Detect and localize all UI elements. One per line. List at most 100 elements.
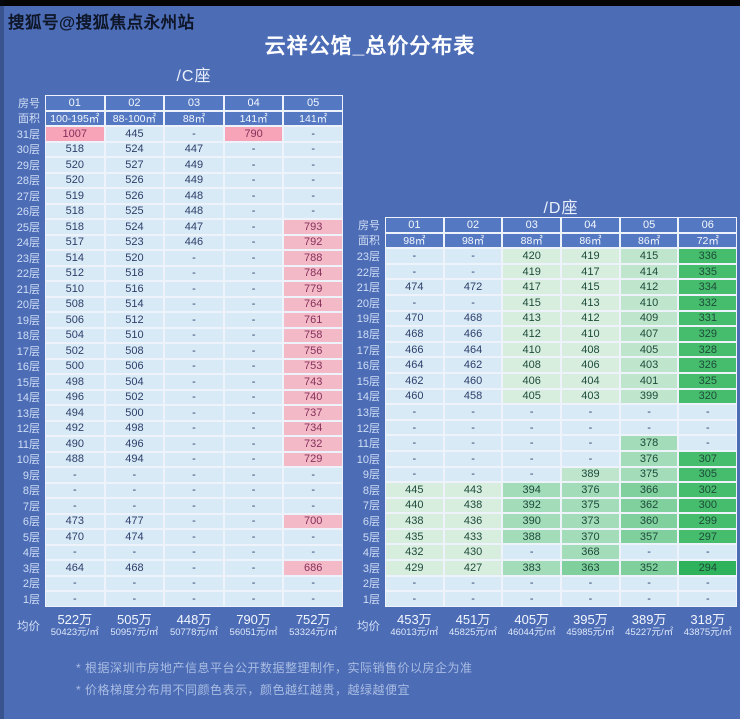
price-cell: - [283, 591, 343, 607]
floor-label: 14层 [356, 391, 380, 404]
price-cell: - [164, 420, 224, 436]
price-cell: - [502, 466, 562, 483]
price-cell: - [561, 419, 620, 436]
footnote-line: * 价格梯度分布用不同颜色表示，颜色越红越贵，越绿越便宜 [76, 682, 411, 697]
floor-label: 2层 [22, 578, 40, 591]
floor-label: 29层 [16, 159, 40, 172]
footnotes: * 根据深圳市房地产信息平台公开数据整理制作，实际销售价以房企为准 * 价格梯度… [76, 658, 473, 701]
price-cell: 512 [45, 265, 105, 281]
price-cell: 394 [502, 482, 562, 498]
price-cell: - [223, 265, 284, 281]
price-cell: - [223, 560, 284, 576]
price-cell: 448 [164, 188, 224, 204]
price-cell: 700 [283, 513, 343, 529]
area-header-cell: 88㎡ [502, 232, 562, 249]
price-cell: - [502, 404, 562, 420]
price-cell: - [104, 482, 165, 498]
area-header-cell: 141㎡ [283, 110, 343, 126]
column-header-cell: 02 [104, 95, 165, 111]
price-cell: 408 [561, 341, 620, 358]
area-header-cell: 86㎡ [619, 232, 679, 249]
area-header-cell: 100-195㎡ [45, 110, 105, 126]
room-number-label: 房号 [358, 219, 380, 232]
price-cell: - [164, 591, 224, 607]
price-cell: 412 [502, 326, 562, 342]
price-cell: 514 [104, 296, 165, 312]
price-cell: - [223, 482, 284, 498]
floor-label: 12层 [16, 423, 40, 436]
floor-label: 10层 [16, 454, 40, 467]
floor-label: 9层 [22, 469, 40, 482]
price-cell: 460 [385, 388, 444, 405]
price-cell: - [164, 281, 224, 297]
price-cell: 477 [104, 513, 165, 529]
price-cell: - [678, 435, 738, 451]
price-cell: - [164, 343, 224, 359]
price-cell: - [619, 404, 679, 420]
price-cell: - [678, 544, 738, 561]
price-cell: 378 [619, 435, 679, 451]
floor-label: 1层 [22, 593, 40, 606]
price-cell: 389 [561, 466, 620, 483]
price-cell: - [283, 529, 343, 545]
price-cell: 488 [45, 451, 105, 467]
price-cell: 388 [502, 528, 562, 545]
price-cell: - [561, 435, 620, 451]
average-price-cell: 752万 53324元/㎡ [283, 612, 343, 639]
price-cell: - [502, 575, 562, 592]
price-cell: - [385, 248, 444, 264]
price-cell: 508 [104, 343, 165, 359]
price-cell: - [283, 172, 343, 188]
floor-label: 28层 [16, 175, 40, 188]
floor-label: 23层 [16, 252, 40, 265]
price-cell: - [443, 294, 503, 311]
price-cell: - [619, 544, 679, 561]
price-cell: 420 [502, 248, 562, 264]
price-cell: 474 [104, 529, 165, 545]
price-cell: 510 [45, 281, 105, 297]
average-total-price: 522万 [57, 612, 93, 627]
average-price-per-sqm: 45985元/㎡ [566, 627, 615, 638]
price-cell: 466 [385, 341, 444, 358]
price-cell: 500 [104, 405, 165, 421]
price-cell: 399 [619, 388, 679, 405]
price-cell: 468 [385, 326, 444, 342]
price-cell: 325 [678, 372, 738, 389]
price-cell: 492 [45, 420, 105, 436]
price-cell: - [223, 420, 284, 436]
price-cell: - [164, 265, 224, 281]
price-cell: 404 [561, 372, 620, 389]
price-cell: 417 [502, 279, 562, 295]
price-cell: - [223, 327, 284, 343]
price-cell: - [223, 296, 284, 312]
price-cell: - [45, 467, 105, 483]
price-cell: 502 [104, 389, 165, 405]
price-cell: - [561, 575, 620, 592]
price-cell: - [502, 591, 562, 607]
price-cell: 458 [443, 388, 503, 405]
building-c-average-row: 均价 522万 50423元/㎡ 505万 50957元/㎡ 448万 50778元/㎡ 79… [4, 612, 343, 639]
price-cell: 460 [443, 372, 503, 389]
floor-label: 31层 [16, 128, 40, 141]
price-cell: 328 [678, 341, 738, 358]
price-cell: 357 [619, 528, 679, 545]
price-cell: - [561, 450, 620, 467]
price-cell: 518 [45, 203, 105, 219]
average-price-per-sqm: 45227元/㎡ [625, 627, 674, 638]
price-cell: - [45, 544, 105, 560]
price-cell: 520 [104, 250, 165, 266]
price-cell: - [443, 450, 503, 467]
average-price-cell: 790万 56051元/㎡ [224, 612, 284, 639]
price-cell: 527 [104, 157, 165, 173]
price-cell: - [283, 467, 343, 483]
average-price-per-sqm: 46013元/㎡ [390, 627, 439, 638]
price-cell: 516 [104, 281, 165, 297]
price-cell: 370 [561, 528, 620, 545]
price-cell: 427 [443, 560, 503, 576]
price-cell: 464 [443, 341, 503, 358]
price-cell: 784 [283, 265, 343, 281]
price-cell: - [385, 404, 444, 420]
top-border-strip [0, 0, 740, 6]
price-cell: - [283, 544, 343, 560]
price-cell: - [223, 219, 284, 235]
